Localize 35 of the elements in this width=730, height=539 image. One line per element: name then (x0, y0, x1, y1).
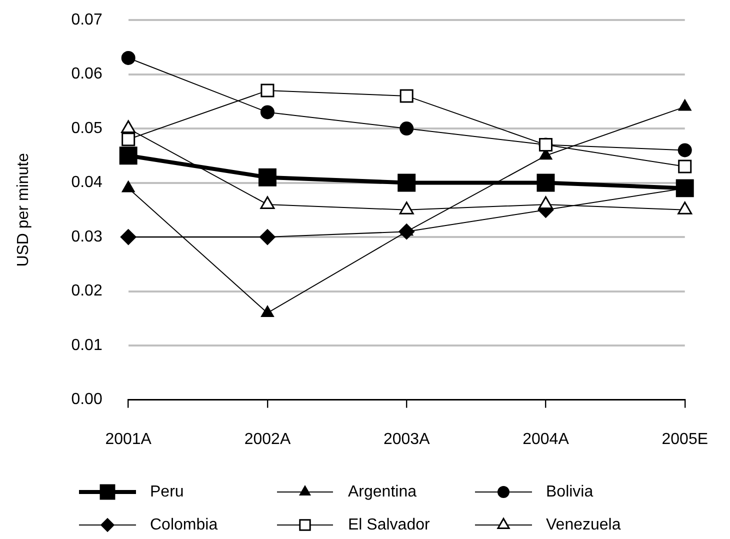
legend-label: Colombia (150, 516, 218, 534)
legend-label: Argentina (348, 483, 417, 500)
x-tick-label: 2005E (662, 430, 708, 448)
point (119, 146, 138, 165)
point (259, 229, 276, 246)
y-tick-label: 0.03 (71, 228, 102, 246)
point (260, 105, 274, 120)
point (122, 132, 136, 146)
y-tick-label: 0.06 (71, 66, 102, 83)
point (121, 50, 136, 65)
y-tick-label: 0.02 (71, 282, 102, 300)
x-tick-label: 2001A (105, 430, 152, 448)
point (398, 174, 416, 192)
legend-label: Venezuela (546, 516, 621, 534)
legend-label: Peru (150, 483, 184, 500)
point (678, 143, 692, 158)
legend-label: Bolivia (546, 483, 594, 500)
point (678, 160, 692, 174)
point (260, 84, 274, 98)
y-axis-title: USD per minute (15, 152, 32, 267)
legend-label: El Salvador (348, 516, 430, 534)
y-tick-label: 0.05 (71, 120, 102, 137)
point (120, 229, 136, 246)
y-tick-label: 0.04 (71, 174, 102, 192)
x-tick-label: 2003A (383, 430, 430, 448)
y-tick-label: 0.01 (71, 336, 102, 354)
x-tick-label: 2002A (244, 430, 291, 448)
point (536, 174, 555, 192)
point (400, 122, 414, 136)
y-tick-label: 0.00 (71, 391, 102, 408)
x-tick-label: 2004A (522, 430, 570, 448)
point (400, 89, 414, 103)
y-tick-label: 0.07 (71, 11, 102, 28)
point (258, 168, 276, 186)
point (398, 224, 415, 240)
